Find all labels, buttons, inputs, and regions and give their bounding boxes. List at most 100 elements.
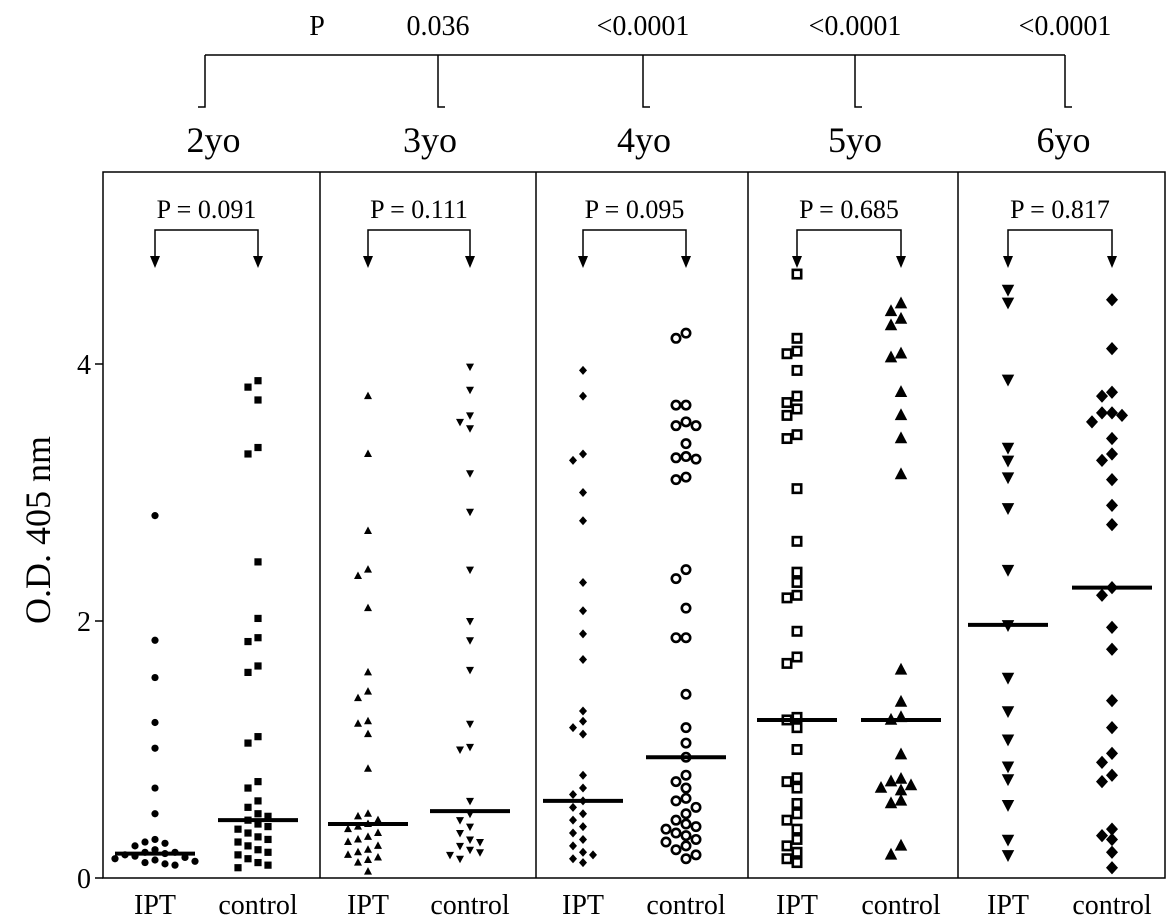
data-point <box>690 420 702 432</box>
series-IPT <box>543 365 623 868</box>
data-point <box>670 420 682 432</box>
data-point <box>781 433 793 445</box>
data-point <box>1001 834 1015 847</box>
data-point <box>680 327 692 339</box>
data-point <box>364 764 372 772</box>
data-point <box>680 853 692 865</box>
data-point <box>680 769 692 781</box>
data-point <box>670 573 682 585</box>
data-point <box>884 304 898 317</box>
data-point <box>1001 455 1015 468</box>
comparison-arrowhead <box>681 256 691 268</box>
data-point <box>1105 385 1119 399</box>
data-point <box>904 778 918 791</box>
data-point <box>466 618 474 626</box>
data-point <box>1115 408 1129 423</box>
comparison-arrowhead <box>896 256 906 268</box>
data-point <box>254 634 262 642</box>
data-point <box>1001 442 1015 455</box>
data-point <box>1105 746 1119 760</box>
data-point <box>791 833 803 845</box>
panel-title: 3yo <box>403 120 457 160</box>
data-point <box>791 268 803 280</box>
comparison-p-label: P = 0.095 <box>585 195 685 224</box>
data-point <box>781 840 793 852</box>
data-point <box>884 774 898 787</box>
data-point <box>791 651 803 663</box>
comparison-arrowhead <box>465 256 475 268</box>
data-point <box>781 592 793 604</box>
data-point <box>151 718 159 727</box>
data-point <box>264 848 272 856</box>
data-point <box>791 797 803 809</box>
data-point <box>680 602 692 614</box>
data-point <box>1095 775 1109 789</box>
data-point <box>191 857 199 865</box>
data-point <box>680 818 692 830</box>
data-point <box>670 399 682 411</box>
data-point <box>894 793 908 806</box>
data-point <box>791 772 803 784</box>
series-IPT <box>968 284 1048 862</box>
data-point <box>254 396 262 404</box>
data-point <box>141 838 149 846</box>
panel-headers: 2yo 3yo 4yo 5yo 6yo <box>187 120 1091 160</box>
x-tick-label: control <box>1072 890 1152 921</box>
data-point <box>151 744 159 752</box>
data-point <box>894 296 908 309</box>
series-control <box>430 363 510 864</box>
data-point <box>569 815 577 825</box>
data-point <box>151 846 159 854</box>
data-point <box>680 830 692 842</box>
data-point <box>579 822 587 832</box>
data-point <box>579 716 587 726</box>
data-point <box>244 450 252 458</box>
data-point <box>1105 620 1119 635</box>
trend-p-label: P <box>309 11 325 42</box>
data-point <box>466 797 474 806</box>
data-point <box>264 835 272 844</box>
data-point <box>894 408 908 421</box>
trend-bracket-drop <box>1064 55 1072 108</box>
data-point <box>344 837 352 846</box>
data-point <box>1001 672 1015 685</box>
panel-title: 4yo <box>617 120 671 160</box>
data-point <box>1001 800 1015 812</box>
series-control <box>861 296 941 860</box>
data-point <box>446 851 454 860</box>
comparison-p-label: P = 0.111 <box>370 195 468 224</box>
comparison-bracket <box>154 229 259 258</box>
data-point <box>234 825 242 833</box>
data-point <box>374 841 382 849</box>
x-tick-label: control <box>646 890 726 921</box>
data-point <box>181 853 189 862</box>
data-point <box>1105 406 1119 420</box>
data-point <box>680 564 692 576</box>
panel-5yo: P = 0.685 <box>757 195 941 869</box>
data-point <box>690 801 702 813</box>
data-point <box>1001 761 1015 774</box>
data-point <box>354 834 362 843</box>
data-point <box>364 716 372 725</box>
data-point <box>254 662 262 670</box>
data-point <box>456 855 464 864</box>
data-point <box>161 860 169 868</box>
data-point <box>791 823 803 835</box>
data-point <box>670 474 682 486</box>
data-point <box>791 345 803 357</box>
data-point <box>264 861 272 869</box>
data-point <box>680 737 692 749</box>
data-point <box>354 858 362 866</box>
data-point <box>579 516 587 526</box>
data-point <box>680 399 692 411</box>
data-point <box>791 364 803 376</box>
data-point <box>579 706 587 716</box>
data-point <box>466 566 474 575</box>
data-point <box>254 558 262 566</box>
data-point <box>569 854 577 864</box>
trend-test-bracket: P 0.036 <0.0001 <0.0001 <0.0001 <box>198 11 1111 108</box>
comparison-bracket <box>1007 229 1113 258</box>
data-point <box>131 842 139 850</box>
data-point <box>791 625 803 637</box>
